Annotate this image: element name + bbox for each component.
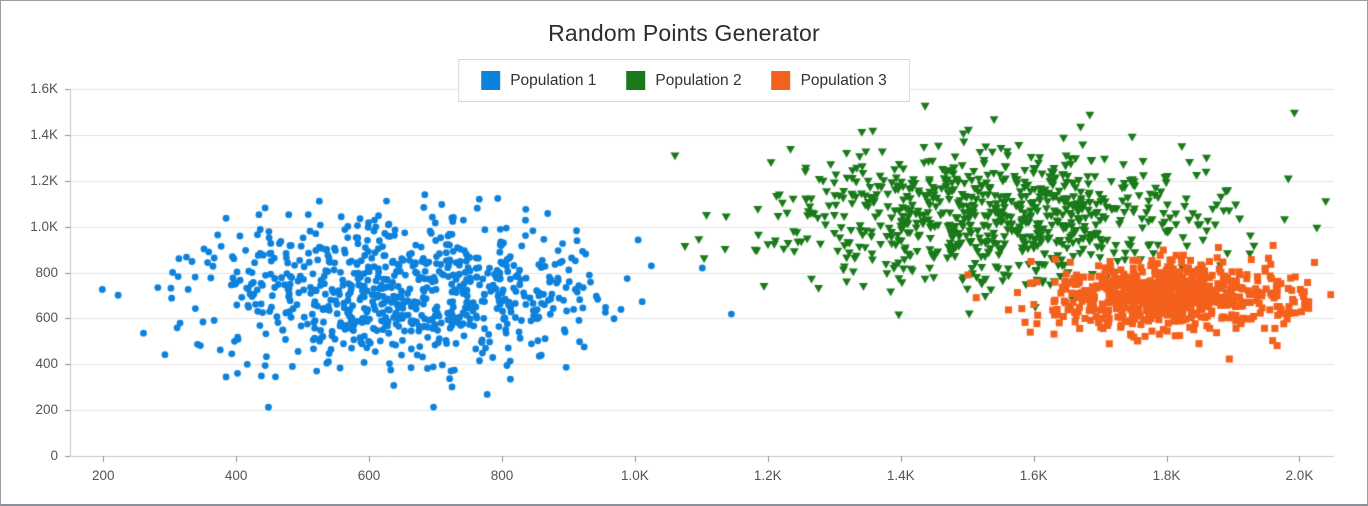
legend-label: Population 2 bbox=[655, 71, 742, 89]
x-axis-tick-label: 1.4K bbox=[886, 468, 915, 483]
x-axis-tick-label: 2.0K bbox=[1285, 468, 1314, 483]
legend-item-population-2[interactable]: Population 2 bbox=[626, 71, 742, 90]
legend-swatch-icon bbox=[481, 71, 501, 90]
x-axis-tick-label: 1.6K bbox=[1019, 468, 1048, 483]
legend-swatch-icon bbox=[626, 71, 646, 90]
x-axis-tick-label: 1.2K bbox=[753, 468, 782, 483]
legend-item-population-3[interactable]: Population 3 bbox=[771, 71, 887, 90]
y-axis-tick-label: 800 bbox=[35, 264, 58, 280]
y-axis-tick-label: 1.4K bbox=[30, 126, 58, 142]
x-axis-tick-label: 200 bbox=[91, 468, 115, 483]
y-axis-tick-label: 600 bbox=[35, 310, 58, 326]
y-axis-tick-label: 1.0K bbox=[30, 218, 58, 234]
legend-item-population-1[interactable]: Population 1 bbox=[481, 71, 596, 90]
y-axis-tick-label: 400 bbox=[35, 356, 58, 372]
legend-label: Population 3 bbox=[800, 71, 887, 89]
legend-label: Population 1 bbox=[510, 71, 597, 89]
legend-swatch-icon bbox=[771, 71, 791, 90]
chart-legend: Population 1 Population 2 Population 3 bbox=[458, 59, 910, 102]
y-axis-tick-label: 1.6K bbox=[30, 81, 58, 96]
x-axis-tick-label: 1.8K bbox=[1152, 468, 1181, 483]
x-axis-tick-label: 800 bbox=[490, 468, 514, 483]
y-axis-tick-label: 1.2K bbox=[30, 172, 58, 188]
y-axis-tick-label: 200 bbox=[35, 402, 58, 418]
x-axis-tick-label: 600 bbox=[357, 468, 381, 483]
y-axis-tick-label: 0 bbox=[50, 448, 58, 463]
x-axis-tick-label: 400 bbox=[224, 468, 248, 483]
x-axis-tick-label: 1.0K bbox=[620, 468, 649, 483]
chart-title: Random Points Generator bbox=[548, 20, 820, 46]
